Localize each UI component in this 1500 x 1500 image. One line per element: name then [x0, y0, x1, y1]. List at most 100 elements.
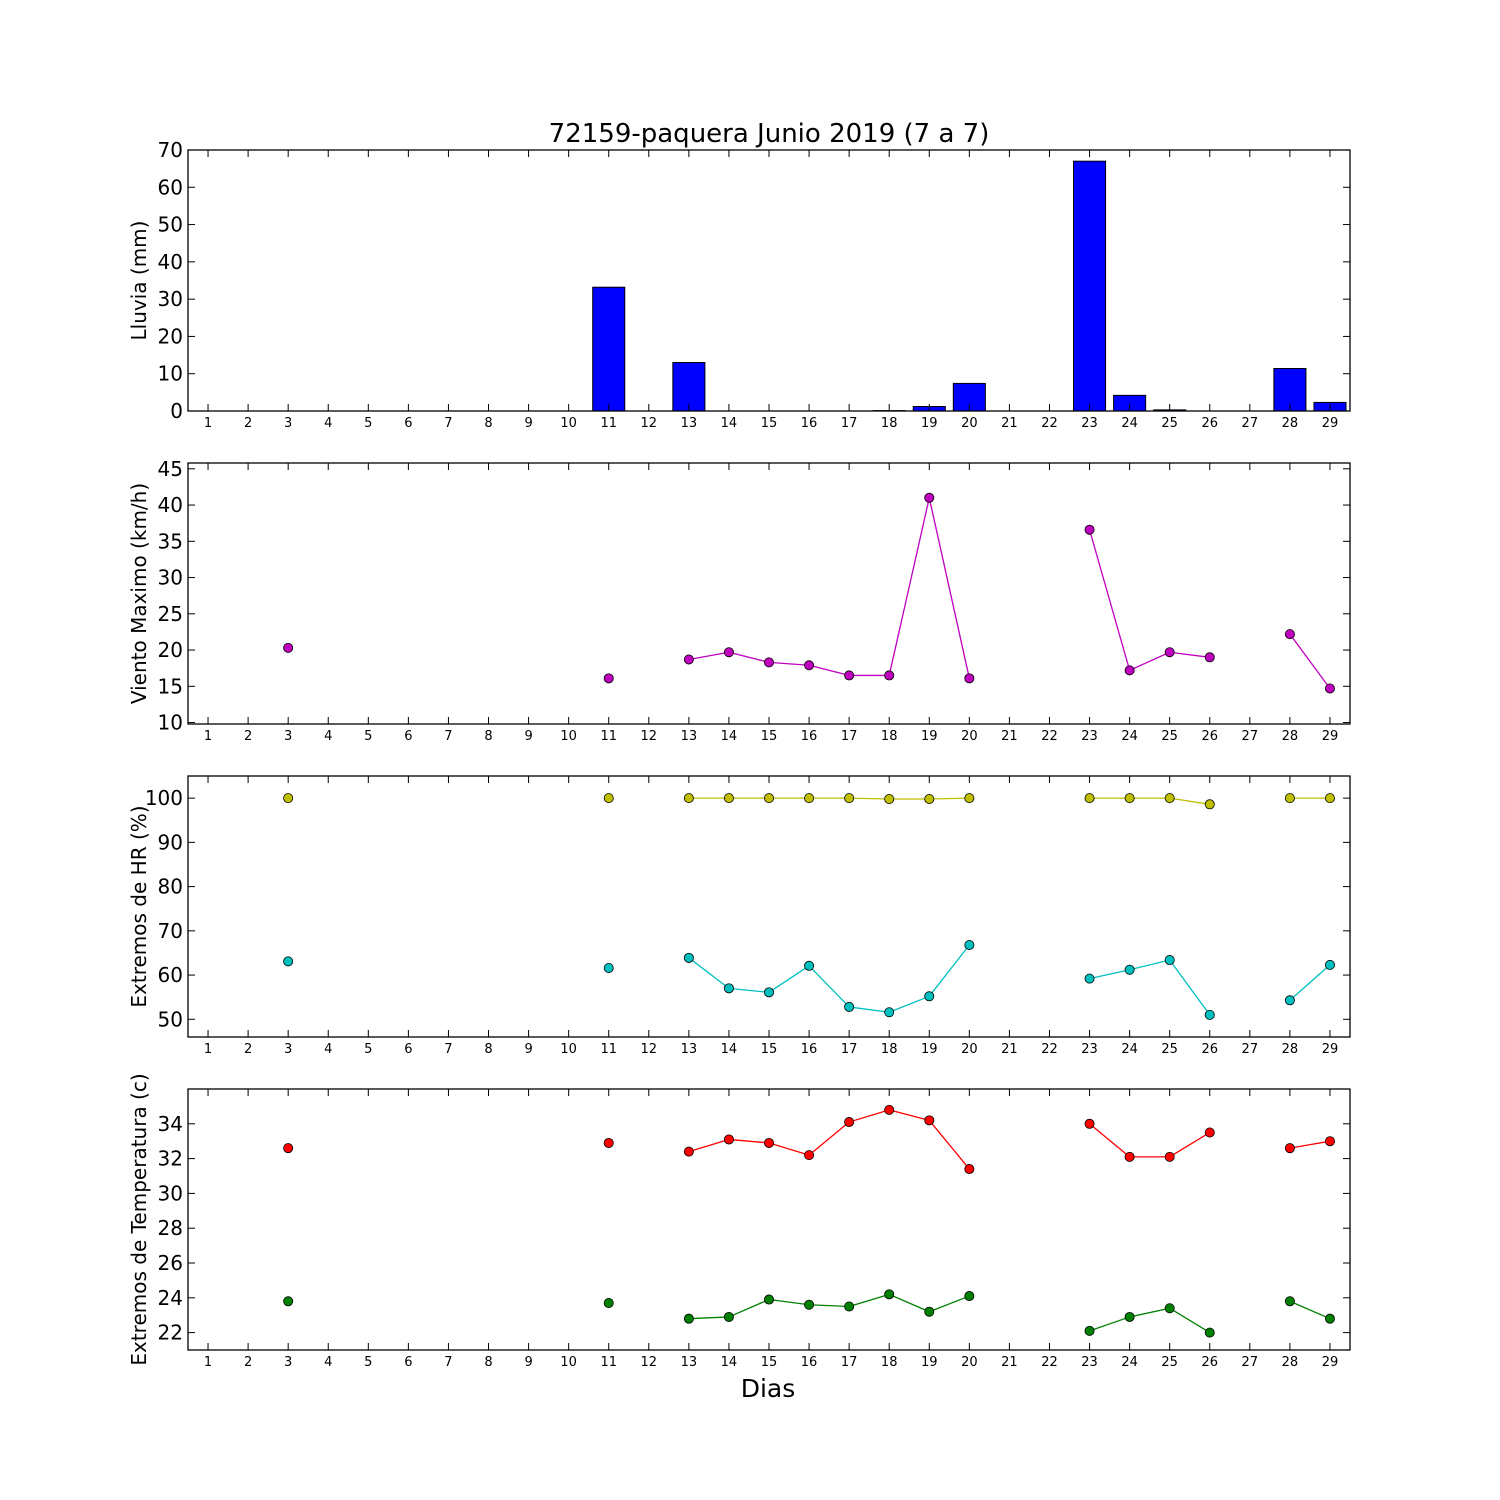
x-tick-label-viento: 17 — [841, 729, 858, 744]
line-segment-viento-0-24 — [1129, 651, 1170, 671]
x-tick-label-humedad: 7 — [444, 1042, 452, 1057]
x-tick-label-viento: 10 — [560, 729, 577, 744]
point-humedad-0-day-17 — [844, 793, 855, 804]
x-tick-label-humedad: 10 — [560, 1042, 577, 1057]
point-humedad-0-day-15 — [764, 793, 775, 804]
line-segment-temperatura-1-25 — [1169, 1307, 1211, 1334]
line-segment-humedad-1-19 — [928, 944, 970, 997]
x-tick-label-viento: 14 — [721, 729, 738, 744]
point-humedad-1-day-24 — [1124, 964, 1135, 975]
line-segment-viento-0-18 — [888, 497, 930, 676]
bar-lluvia-day-13 — [672, 362, 706, 411]
x-tick-label-humedad: 3 — [284, 1042, 292, 1057]
line-segment-temperatura-0-28 — [1289, 1140, 1331, 1149]
point-temperatura-0-day-26 — [1204, 1127, 1215, 1138]
line-segment-temperatura-1-15 — [768, 1298, 810, 1306]
point-temperatura-1-day-13 — [683, 1313, 694, 1324]
point-temperatura-0-day-14 — [723, 1134, 734, 1145]
x-tick-label-viento: 3 — [284, 729, 292, 744]
x-axis-label: Dias — [741, 1374, 796, 1403]
point-humedad-0-day-16 — [804, 793, 815, 804]
point-viento-0-day-15 — [764, 657, 775, 668]
x-tick-label-viento: 4 — [324, 729, 332, 744]
point-temperatura-1-day-19 — [924, 1306, 935, 1317]
x-tick-label-viento: 6 — [404, 729, 412, 744]
point-humedad-0-day-28 — [1284, 793, 1295, 804]
bar-lluvia-day-28 — [1273, 367, 1307, 411]
x-tick-label-temperatura: 20 — [961, 1355, 978, 1370]
y-tick-label-viento: 15 — [158, 674, 183, 698]
x-tick-label-lluvia: 9 — [524, 416, 532, 431]
y-tick-label-humedad: 90 — [158, 830, 183, 854]
x-tick-label-temperatura: 25 — [1161, 1355, 1178, 1370]
x-tick-label-temperatura: 18 — [881, 1355, 898, 1370]
line-segment-temperatura-1-23 — [1089, 1316, 1130, 1332]
x-tick-label-lluvia: 12 — [641, 416, 658, 431]
x-tick-label-humedad: 24 — [1121, 1042, 1138, 1057]
x-tick-label-lluvia: 21 — [1001, 416, 1018, 431]
line-segment-viento-0-25 — [1169, 651, 1210, 658]
x-tick-label-viento: 22 — [1041, 729, 1058, 744]
line-segment-temperatura-0-19 — [928, 1119, 970, 1170]
y-axis-label-viento: Viento Maximo (km/h) — [127, 483, 151, 704]
point-temperatura-1-day-16 — [804, 1299, 815, 1310]
line-segment-humedad-1-28 — [1289, 964, 1331, 1001]
y-tick-label-temperatura: 32 — [158, 1147, 183, 1171]
x-tick-label-humedad: 1 — [204, 1042, 212, 1057]
x-tick-label-humedad: 27 — [1242, 1042, 1259, 1057]
point-temperatura-1-day-28 — [1284, 1296, 1295, 1307]
y-tick-label-viento: 25 — [158, 602, 183, 626]
y-tick-label-temperatura: 34 — [158, 1112, 183, 1136]
y-tick-label-humedad: 70 — [158, 919, 183, 943]
y-tick-label-viento: 20 — [158, 638, 183, 662]
line-segment-temperatura-1-28 — [1289, 1300, 1331, 1320]
point-viento-0-day-16 — [804, 660, 815, 671]
point-humedad-1-day-17 — [844, 1001, 855, 1012]
x-tick-label-lluvia: 8 — [484, 416, 492, 431]
x-tick-label-humedad: 12 — [641, 1042, 658, 1057]
point-temperatura-0-day-15 — [764, 1137, 775, 1148]
x-tick-label-viento: 15 — [761, 729, 778, 744]
point-viento-0-day-28 — [1284, 629, 1295, 640]
point-temperatura-1-day-3 — [283, 1296, 294, 1307]
x-tick-label-humedad: 17 — [841, 1042, 858, 1057]
y-tick-label-viento: 30 — [158, 566, 183, 590]
x-tick-label-humedad: 26 — [1201, 1042, 1218, 1057]
point-humedad-0-day-26 — [1204, 799, 1215, 810]
point-temperatura-1-day-29 — [1324, 1313, 1335, 1324]
x-tick-label-humedad: 11 — [600, 1042, 617, 1057]
line-segment-humedad-1-24 — [1129, 959, 1170, 971]
point-viento-0-day-29 — [1324, 683, 1335, 694]
line-segment-viento-0-23 — [1088, 529, 1131, 671]
x-tick-label-temperatura: 4 — [324, 1355, 332, 1370]
x-tick-label-viento: 25 — [1161, 729, 1178, 744]
x-tick-label-lluvia: 7 — [444, 416, 452, 431]
x-tick-label-lluvia: 15 — [761, 416, 778, 431]
x-tick-label-temperatura: 1 — [204, 1355, 212, 1370]
point-viento-0-day-18 — [884, 670, 895, 681]
line-segment-temperatura-0-16 — [808, 1121, 850, 1156]
point-humedad-0-day-18 — [884, 794, 895, 805]
x-tick-label-temperatura: 19 — [921, 1355, 938, 1370]
x-tick-label-lluvia: 16 — [801, 416, 818, 431]
line-segment-humedad-1-13 — [688, 957, 730, 989]
x-tick-label-humedad: 28 — [1282, 1042, 1299, 1057]
point-humedad-0-day-24 — [1124, 793, 1135, 804]
line-segment-humedad-1-14 — [728, 987, 770, 993]
point-humedad-1-day-14 — [723, 983, 734, 994]
point-viento-0-day-11 — [603, 673, 614, 684]
x-tick-label-lluvia: 22 — [1041, 416, 1058, 431]
x-tick-label-temperatura: 9 — [524, 1355, 532, 1370]
x-tick-label-viento: 11 — [600, 729, 617, 744]
x-tick-label-viento: 13 — [681, 729, 698, 744]
line-segment-humedad-1-15 — [768, 965, 810, 993]
point-humedad-1-day-13 — [683, 952, 694, 963]
x-tick-label-viento: 1 — [204, 729, 212, 744]
y-axis-label-lluvia: Lluvia (mm) — [127, 221, 151, 341]
x-tick-label-temperatura: 3 — [284, 1355, 292, 1370]
point-humedad-0-day-23 — [1084, 793, 1095, 804]
line-segment-temperatura-1-19 — [929, 1295, 970, 1313]
